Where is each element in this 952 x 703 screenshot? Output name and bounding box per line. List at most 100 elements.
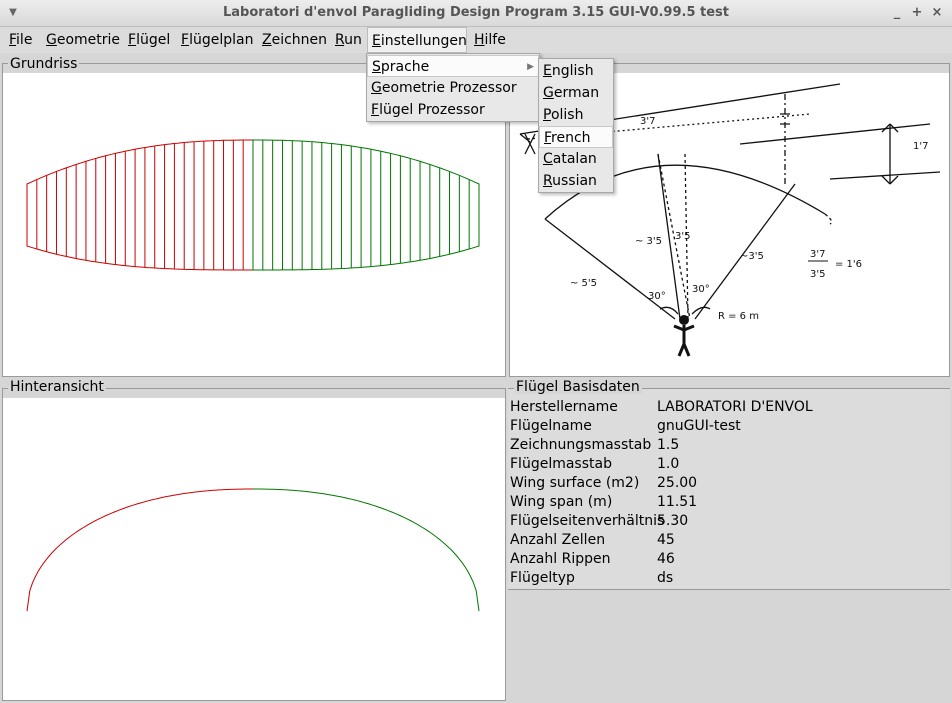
sketch-label: 3'5: [810, 269, 825, 280]
menu-file[interactable]: File: [5, 27, 36, 53]
menu-item-geometrie-prozessor-mnemonic: G: [371, 80, 382, 96]
sketch-label: ~3'5: [740, 251, 764, 262]
info-key: Flügelseitenverhältnis: [510, 513, 665, 529]
menu-geometrie[interactable]: Geometrie: [42, 27, 124, 53]
sketch-label: 3'5: [675, 231, 690, 242]
planform-outline-right: [252, 139, 480, 271]
title-bar: ▼ Laboratori d'envol Paragliding Design …: [0, 0, 952, 27]
sketch-tick: [519, 133, 531, 143]
menu-run-label: un: [344, 32, 362, 48]
sketch-arc-end: [824, 213, 833, 225]
grundriss-label: Grundriss: [8, 56, 80, 72]
info-key: Anzahl Rippen: [510, 551, 611, 567]
language-russian-label: ussian: [552, 173, 597, 189]
menu-fluegel[interactable]: Flügel: [124, 27, 174, 53]
planform-outline-left: [26, 139, 254, 271]
close-button[interactable]: ×: [931, 5, 943, 20]
menu-hilfe-mnemonic: H: [474, 32, 485, 48]
menu-fluegel-label: lügel: [136, 32, 171, 48]
language-russian-mnemonic: R: [543, 173, 553, 189]
info-key: Anzahl Zellen: [510, 532, 606, 548]
design-sketch-image: 3'7 1'7 ~ 3'5 3'5 ~ 5'5 ~3'5 3'7 3'5 = 1…: [519, 83, 941, 357]
language-catalan-label: atalan: [552, 151, 597, 167]
sketch-line: [739, 123, 931, 145]
menu-hilfe[interactable]: Hilfe: [470, 27, 510, 53]
panel-band: [510, 64, 949, 73]
panel-band: [3, 64, 505, 73]
sketch-label: 3'7: [810, 249, 825, 260]
language-polish[interactable]: Polish: [539, 104, 613, 126]
language-french-label: rench: [551, 130, 591, 146]
menu-geometrie-mnemonic: G: [46, 32, 57, 48]
sketch-ticks: [780, 113, 790, 125]
einstellungen-dropdown: Sprache ▶ Geometrie Prozessor Flügel Proz…: [366, 53, 540, 122]
menu-item-fluegel-prozessor-label: lügel Prozessor: [379, 102, 485, 118]
menu-fluegelplan-label: lügelplan: [189, 32, 254, 48]
menu-run[interactable]: Run: [331, 27, 366, 53]
language-german[interactable]: German: [539, 82, 613, 104]
sprache-submenu: English German Polish French Catalan Rus…: [538, 58, 614, 193]
window-menu-icon[interactable]: ▼: [9, 7, 17, 18]
info-value: LABORATORI D'ENVOL: [657, 399, 813, 415]
language-catalan[interactable]: Catalan: [539, 148, 613, 170]
menu-file-mnemonic: F: [9, 32, 17, 48]
hinteransicht-panel: [2, 388, 506, 701]
info-value: 1.0: [657, 456, 680, 472]
sketch-label: = 1'6: [835, 259, 862, 270]
sketch-label: 1'7: [913, 141, 928, 152]
menu-item-sprache-label: prache: [380, 59, 430, 75]
info-value: gnuGUI-test: [657, 418, 741, 434]
info-key: Flügelmasstab: [510, 456, 612, 472]
menu-item-fluegel-prozessor-mnemonic: F: [371, 102, 380, 118]
info-key: Wing surface (m2): [510, 475, 640, 491]
menu-zeichnen-label: eichnen: [271, 32, 328, 48]
sketch-label: 30°: [648, 291, 666, 302]
menu-fluegel-mnemonic: F: [128, 32, 137, 48]
sketch-line: [544, 218, 676, 320]
menu-geometrie-label: eometrie: [56, 32, 121, 48]
language-english[interactable]: English: [539, 60, 613, 82]
language-polish-mnemonic: P: [543, 107, 551, 123]
info-value: 45: [657, 532, 675, 548]
maximize-button[interactable]: +: [911, 5, 923, 20]
language-german-label: erman: [553, 85, 600, 101]
menu-einstellungen-mnemonic: E: [372, 33, 381, 49]
menu-fluegelplan-mnemonic: F: [181, 32, 190, 48]
language-german-mnemonic: G: [543, 85, 554, 101]
sketch-angle: [691, 306, 711, 315]
menu-zeichnen[interactable]: Zeichnen: [258, 27, 331, 53]
sketch-line: [657, 153, 691, 320]
sketch-arrows: [881, 123, 899, 185]
rear-view-drawing: [26, 488, 480, 612]
info-key: Flügelname: [510, 418, 592, 434]
info-value: 46: [657, 551, 675, 567]
menu-item-fluegel-prozessor[interactable]: Flügel Prozessor: [367, 99, 539, 121]
panel-band: [3, 389, 505, 398]
menu-item-sprache-mnemonic: S: [372, 59, 381, 75]
menu-bar: File Geometrie Flügel Flügelplan Zeichne…: [0, 27, 952, 53]
sketch-label: ~ 5'5: [570, 278, 597, 289]
menu-zeichnen-mnemonic: Z: [262, 32, 272, 48]
menu-einstellungen[interactable]: Einstellungen: [367, 27, 467, 53]
menu-item-geometrie-prozessor-label: eometrie Prozessor: [381, 80, 517, 96]
language-french[interactable]: French: [539, 126, 613, 148]
info-key: Wing span (m): [510, 494, 613, 510]
basisdaten-panel: Herstellername LABORATORI D'ENVOL Flügelna…: [508, 388, 950, 590]
menu-fluegelplan[interactable]: Flügelplan: [177, 27, 257, 53]
info-key: Flügeltyp: [510, 570, 575, 586]
planform-drawing: [26, 139, 480, 271]
pilot-icon: [673, 315, 695, 357]
language-catalan-mnemonic: C: [543, 151, 553, 167]
basisdaten-label: Flügel Basisdaten: [514, 379, 642, 395]
info-value: 5.30: [657, 513, 689, 529]
sketch-line: [657, 153, 681, 320]
sketch-line: [694, 183, 796, 320]
language-english-mnemonic: E: [543, 63, 552, 79]
menu-item-geometrie-prozessor[interactable]: Geometrie Prozessor: [367, 77, 539, 99]
sketch-label: 3'7: [640, 116, 655, 127]
language-russian[interactable]: Russian: [539, 170, 613, 192]
menu-item-sprache[interactable]: Sprache ▶: [367, 55, 539, 77]
minimize-button[interactable]: _: [893, 5, 901, 20]
info-value: ds: [657, 570, 674, 586]
